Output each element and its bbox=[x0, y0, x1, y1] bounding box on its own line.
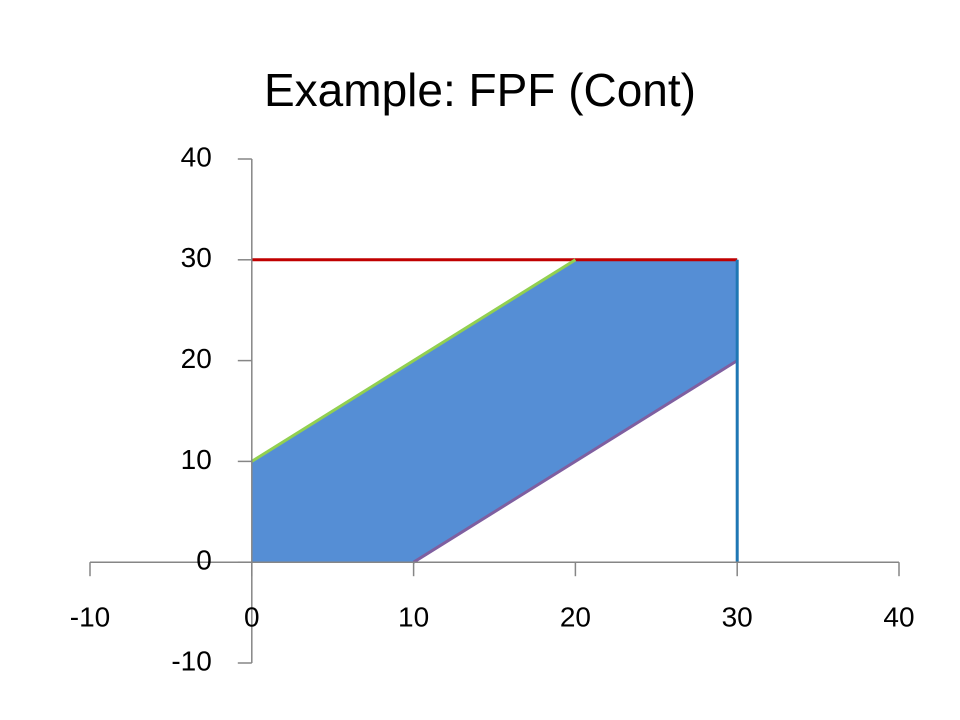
x-tick-label: -10 bbox=[70, 602, 110, 633]
feasible-area bbox=[251, 259, 738, 563]
chart-title: Example: FPF (Cont) bbox=[264, 64, 696, 116]
line bbox=[412, 359, 738, 564]
x-tick-label: 10 bbox=[398, 602, 429, 633]
x-tick-label: 40 bbox=[883, 602, 914, 633]
x-tick-label: 20 bbox=[560, 602, 591, 633]
y-tick-label: 30 bbox=[181, 242, 212, 273]
line bbox=[251, 258, 577, 463]
y-tick-label: 0 bbox=[196, 545, 212, 576]
y-tick-label: 10 bbox=[181, 444, 212, 475]
y-tick-label: -10 bbox=[171, 645, 211, 676]
y-tick-label: 40 bbox=[181, 141, 212, 172]
x-tick-label: 0 bbox=[244, 602, 260, 633]
y-tick-label: 20 bbox=[181, 343, 212, 374]
x-tick-label: 30 bbox=[722, 602, 753, 633]
